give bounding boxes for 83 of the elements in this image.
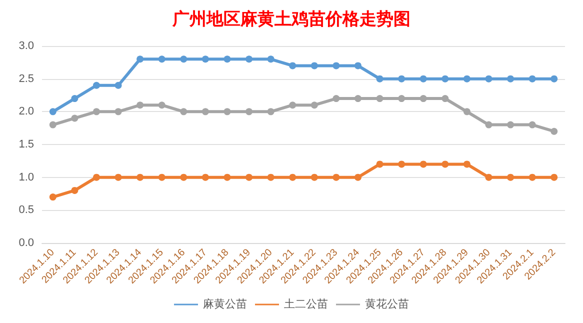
point — [420, 160, 427, 168]
point — [224, 108, 231, 116]
point — [442, 75, 449, 82]
point — [202, 108, 209, 116]
point — [114, 82, 122, 89]
point — [485, 174, 492, 181]
point — [528, 121, 536, 128]
point — [136, 174, 144, 181]
point — [528, 174, 536, 181]
point — [180, 56, 188, 63]
point — [114, 108, 122, 116]
point — [420, 75, 427, 82]
point — [354, 62, 362, 70]
point — [398, 75, 406, 82]
point — [354, 174, 362, 181]
y-tick-label: 2.0 — [18, 106, 34, 118]
point — [528, 75, 536, 82]
y-tick-label: 0.5 — [18, 204, 34, 216]
point — [398, 160, 406, 168]
point — [485, 75, 492, 82]
point — [463, 108, 470, 116]
point — [550, 75, 558, 82]
point — [354, 95, 362, 102]
point — [442, 160, 449, 168]
point — [289, 62, 296, 70]
point — [376, 75, 384, 82]
point — [507, 174, 514, 181]
point — [507, 75, 514, 82]
point — [246, 108, 253, 116]
point — [71, 95, 78, 102]
legend-label: 黄花公苗 — [365, 298, 409, 310]
point — [376, 95, 384, 102]
point — [49, 108, 56, 116]
point — [158, 56, 166, 63]
y-tick-label: 3.0 — [18, 40, 34, 52]
point — [332, 95, 340, 102]
point — [507, 121, 514, 128]
point — [310, 62, 318, 70]
point — [180, 174, 188, 181]
point — [224, 56, 231, 63]
point — [114, 174, 122, 181]
point — [49, 121, 56, 128]
point — [332, 62, 340, 70]
point — [550, 174, 558, 181]
point — [398, 95, 406, 102]
point — [550, 128, 558, 135]
point — [71, 186, 78, 194]
point — [136, 102, 144, 109]
point — [92, 108, 100, 116]
point — [267, 56, 274, 63]
point — [310, 174, 318, 181]
point — [224, 174, 231, 181]
point — [49, 194, 56, 201]
point — [92, 174, 100, 181]
point — [267, 108, 274, 116]
point — [310, 102, 318, 109]
point — [485, 121, 492, 128]
point — [180, 108, 188, 116]
point — [376, 160, 384, 168]
point — [246, 174, 253, 181]
y-tick-label: 2.5 — [18, 72, 34, 85]
point — [158, 102, 166, 109]
point — [289, 102, 296, 109]
point — [463, 75, 470, 82]
point — [267, 174, 274, 181]
chart-title: 广州地区麻黄土鸡苗价格走势图 — [172, 10, 410, 30]
point — [332, 174, 340, 181]
y-tick-label: 1.0 — [18, 171, 34, 184]
point — [158, 174, 166, 181]
point — [92, 82, 100, 89]
point — [246, 56, 253, 63]
legend-label: 土二公苗 — [284, 298, 328, 310]
point — [463, 160, 470, 168]
point — [420, 95, 427, 102]
point — [289, 174, 296, 181]
point — [202, 56, 209, 63]
point — [202, 174, 209, 181]
point — [442, 95, 449, 102]
point — [136, 56, 144, 63]
y-tick-label: 1.5 — [18, 138, 34, 150]
y-tick-label: 0.0 — [18, 237, 34, 249]
point — [71, 114, 78, 122]
legend-label: 麻黄公苗 — [203, 298, 247, 310]
